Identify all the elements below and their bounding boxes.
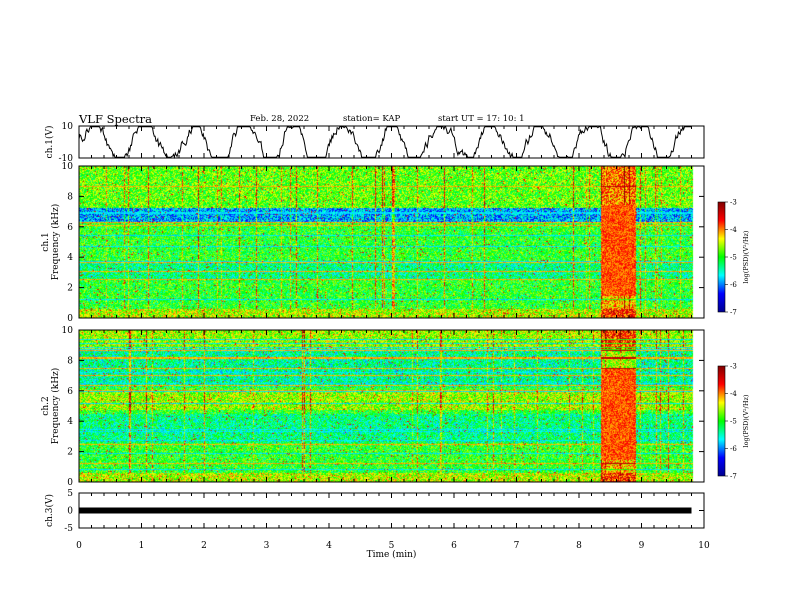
x-tick-label: 7 [514,541,520,551]
y-tick-label: 10 [62,162,74,172]
y-tick-label: 5 [67,489,73,499]
x-tick-label: 10 [698,541,710,551]
colorbar-tick-label: -7 [730,473,737,481]
ch1-waveform-line [78,125,692,160]
ch2-spectrogram-ylabel-channel: ch.2 [41,396,51,415]
x-tick-label: 0 [76,541,82,551]
y-tick-label: 10 [62,326,74,336]
ch2-spectrogram-image [79,330,704,482]
ch1-waveform-ylabel: ch.1(V) [44,126,55,159]
colorbar-tick-label: -7 [730,309,737,317]
ch2-spectrogram-colorbar [717,365,726,477]
start-time-label: start UT = 17: 10: 1 [438,114,525,124]
colorbar-tick-label: -5 [730,418,737,426]
y-tick-label: 6 [67,223,73,233]
x-tick-label: 8 [576,541,582,551]
y-tick-label: 2 [67,284,73,294]
chart-title: VLF Spectra [79,112,153,126]
colorbar-tick-label: -6 [730,445,737,453]
ch3-waveform-trace [79,507,692,514]
y-tick-label: 8 [67,356,73,366]
ch1-spectrogram-ylabel-frequency: Frequency (kHz) [50,204,61,281]
x-tick-label: 2 [201,541,207,551]
colorbar-tick-label: -5 [730,254,737,262]
axes [78,125,728,529]
y-tick-label: -10 [59,154,74,164]
x-tick-label: 9 [639,541,645,551]
colorbar-tick-label: -3 [730,363,737,371]
station-label: station= KAP [343,114,401,124]
colorbar-tick-label: -4 [730,226,737,234]
y-tick-label: 10 [62,122,74,132]
y-tick-label: 0 [67,314,73,324]
x-tick-label: 6 [451,541,457,551]
colorbar-tick-label: -6 [730,281,737,289]
x-tick-label: 3 [264,541,270,551]
ch1-spectrogram-colorbar [717,201,726,313]
ch1-spectrogram-ylabel-channel: ch.1 [41,232,51,251]
y-tick-label: -5 [64,524,73,534]
spectrogram-images [79,166,704,482]
y-tick-label: 4 [67,253,73,263]
y-tick-label: 8 [67,192,73,202]
y-tick-label: 2 [67,448,73,458]
x-tick-label: 4 [326,541,332,551]
y-tick-label: 0 [67,507,73,517]
waveform-lines [78,125,692,514]
x-tick-label: 5 [389,541,395,551]
colorbar-tick-label: -3 [730,199,737,207]
ch1-spectrogram-colorbar-label: log(PSD)(V²/Hz) [742,230,750,283]
ch3-waveform-ylabel: ch.3(V) [44,494,55,527]
date-label: Feb. 28, 2022 [250,114,310,124]
y-tick-label: 4 [67,417,73,427]
y-tick-label: 0 [67,478,73,488]
y-tick-label: 6 [67,387,73,397]
x-axis-label: Time (min) [367,549,417,560]
ch2-spectrogram-ylabel-frequency: Frequency (kHz) [50,368,61,445]
ch2-spectrogram-colorbar-label: log(PSD)(V²/Hz) [742,394,750,447]
ch1-spectrogram-image [79,166,704,318]
x-tick-label: 1 [139,541,145,551]
colorbar-tick-label: -4 [730,390,737,398]
